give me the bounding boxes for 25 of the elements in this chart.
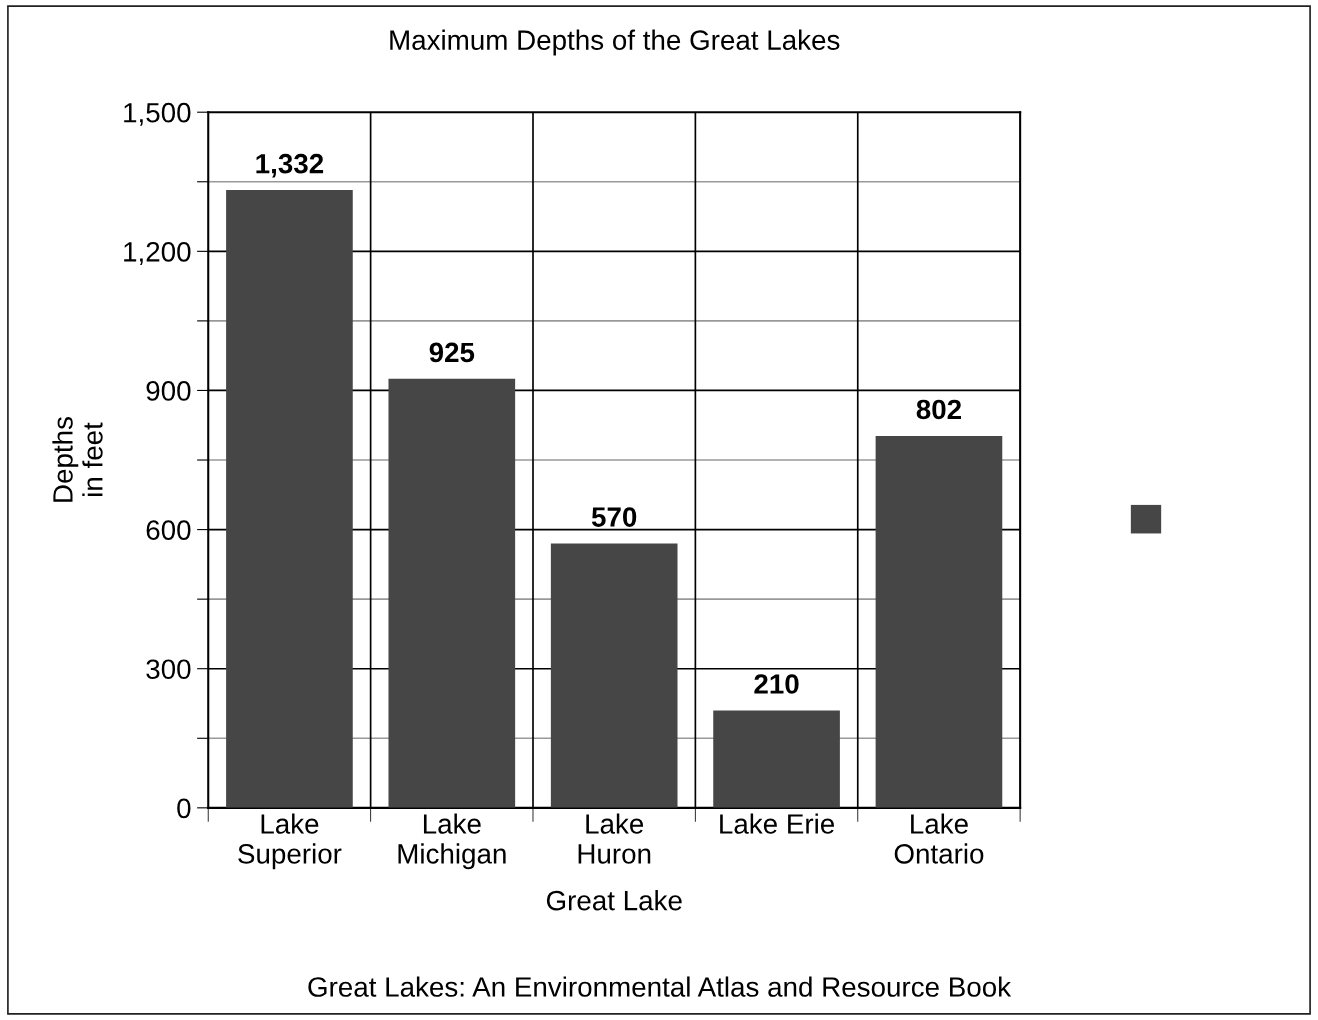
y-tick-label: 1,200: [124, 242, 191, 265]
text: Great Lakes: An Environmental Atlas and Resource Book: [308, 976, 1012, 997]
bar: [388, 378, 516, 808]
bar: [550, 543, 678, 808]
chart-title: Maximum Depths of the Great Lakes: [390, 29, 840, 56]
data-label: 570: [591, 507, 637, 527]
x-tick-label: Lake Huron: [578, 813, 651, 864]
bar: [713, 710, 840, 808]
x-tick-label: Lake Ontario: [894, 813, 984, 864]
y-tick-label: 600: [146, 520, 191, 540]
x-tick-label: Lake Superior: [238, 813, 342, 870]
y-tick-label: 900: [146, 381, 191, 401]
data-label: 802: [916, 399, 962, 420]
data-label: 925: [429, 342, 475, 363]
x-tick-label: Lake Michigan: [398, 813, 506, 870]
data-label: 1,332: [256, 153, 324, 178]
y-tick-label: 300: [146, 659, 191, 680]
x-tick-label: Lake Erie: [720, 813, 835, 834]
y-tick-label: 1,500: [124, 102, 191, 126]
bar: [226, 190, 353, 808]
y-tick-label: 0: [177, 798, 191, 819]
x-axis-title: Great Lake: [546, 890, 682, 911]
bar: [875, 435, 1003, 808]
data-label: 210: [754, 674, 799, 694]
y-axis-title: Depths in feet: [52, 417, 103, 502]
